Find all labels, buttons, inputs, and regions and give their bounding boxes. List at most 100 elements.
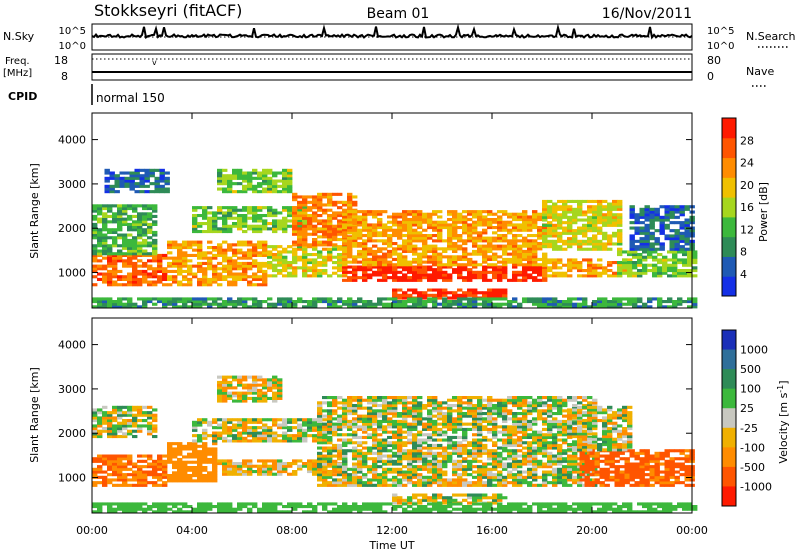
heatmap-cell xyxy=(387,276,393,280)
colorbar-tick-label: 28 xyxy=(740,134,754,147)
heatmap-cell xyxy=(342,414,348,418)
heatmap-cell xyxy=(382,265,388,269)
heatmap-cell xyxy=(654,242,660,246)
heatmap-cell xyxy=(217,230,223,234)
heatmap-cell xyxy=(197,246,203,250)
heatmap-cell xyxy=(129,179,135,183)
heatmap-cell xyxy=(669,210,675,214)
heatmap-cell xyxy=(397,457,403,461)
heatmap-cell xyxy=(152,416,158,420)
heatmap-cell xyxy=(437,404,443,408)
heatmap-cell xyxy=(457,244,463,248)
heatmap-cell xyxy=(407,396,413,400)
heatmap-cell xyxy=(417,446,423,450)
heatmap-cell xyxy=(492,441,498,445)
heatmap-cell xyxy=(392,422,398,426)
heatmap-cell xyxy=(422,300,428,304)
heatmap-cell xyxy=(617,297,623,301)
heatmap-cell xyxy=(197,479,203,483)
heatmap-cell xyxy=(487,244,493,248)
heatmap-cell xyxy=(487,263,493,267)
heatmap-cell xyxy=(592,245,598,249)
heatmap-cell xyxy=(277,219,283,223)
heatmap-cell xyxy=(502,457,508,461)
heatmap-cell xyxy=(317,206,323,210)
heatmap-cell xyxy=(177,256,183,260)
heatmap-cell xyxy=(362,210,368,214)
heatmap-cell xyxy=(167,243,173,247)
heatmap-cell xyxy=(327,235,333,239)
heatmap-cell xyxy=(442,470,448,474)
heatmap-cell xyxy=(532,260,538,264)
heatmap-cell xyxy=(477,276,483,280)
heatmap-cell xyxy=(347,300,353,304)
heatmap-cell xyxy=(147,244,153,248)
heatmap-cell xyxy=(667,263,673,267)
heatmap-cell xyxy=(567,258,573,262)
heatmap-cell xyxy=(502,398,508,402)
heatmap-cell xyxy=(257,176,263,180)
heatmap-cell xyxy=(527,300,533,304)
heatmap-cell xyxy=(142,207,148,211)
heatmap-cell xyxy=(227,464,233,468)
heatmap-cell xyxy=(597,231,603,235)
heatmap-cell xyxy=(422,433,428,437)
heatmap-cell xyxy=(252,426,258,430)
heatmap-cell xyxy=(152,222,158,226)
heatmap-cell xyxy=(437,462,443,466)
heatmap-cell xyxy=(537,273,543,277)
heatmap-cell xyxy=(207,280,213,284)
heatmap-cell xyxy=(432,398,438,402)
heatmap-cell xyxy=(437,473,443,477)
heatmap-cell xyxy=(472,270,478,274)
heatmap-cell xyxy=(502,223,508,227)
heatmap-cell xyxy=(422,255,428,259)
heatmap-cell xyxy=(477,239,483,243)
heatmap-cell xyxy=(167,300,173,304)
heatmap-cell xyxy=(487,470,493,474)
heatmap-cell xyxy=(272,171,278,175)
heatmap-cell xyxy=(97,432,103,436)
heatmap-cell xyxy=(542,274,548,278)
heatmap-cell xyxy=(532,422,538,426)
heatmap-cell xyxy=(232,467,238,471)
heatmap-cell xyxy=(142,411,148,415)
heatmap-cell xyxy=(362,451,368,455)
heatmap-cell xyxy=(357,255,363,259)
heatmap-cell xyxy=(562,242,568,246)
heatmap-cell xyxy=(422,302,428,306)
heatmap-cell xyxy=(352,430,358,434)
heatmap-cell xyxy=(597,226,603,230)
heatmap-cell xyxy=(412,305,418,309)
heatmap-cell xyxy=(602,234,608,238)
heatmap-cell xyxy=(632,250,638,254)
heatmap-cell xyxy=(322,464,328,468)
heatmap-cell xyxy=(107,261,113,265)
heatmap-cell xyxy=(227,428,233,432)
heatmap-cell xyxy=(402,417,408,421)
heatmap-cell xyxy=(129,171,135,175)
heatmap-cell xyxy=(644,239,650,243)
heatmap-cell xyxy=(357,398,363,402)
heatmap-cell xyxy=(392,414,398,418)
heatmap-cell xyxy=(462,226,468,230)
heatmap-cell xyxy=(512,417,518,421)
heatmap-cell xyxy=(647,297,653,301)
heatmap-cell xyxy=(487,218,493,222)
heatmap-cell xyxy=(342,200,348,204)
heatmap-cell xyxy=(372,433,378,437)
heatmap-cell xyxy=(527,425,533,429)
heatmap-cell xyxy=(212,222,218,226)
heatmap-cell xyxy=(527,268,533,272)
colorbar-swatch xyxy=(722,137,736,159)
heatmap-cell xyxy=(522,422,528,426)
heatmap-cell xyxy=(662,305,668,309)
heatmap-cell xyxy=(157,457,163,461)
heatmap-cell xyxy=(522,270,528,274)
heatmap-cell xyxy=(302,206,308,210)
heatmap-cell xyxy=(532,212,538,216)
heatmap-cell xyxy=(167,302,173,306)
heatmap-cell xyxy=(182,275,188,279)
heatmap-cell xyxy=(477,467,483,471)
heatmap-cell xyxy=(352,195,358,199)
